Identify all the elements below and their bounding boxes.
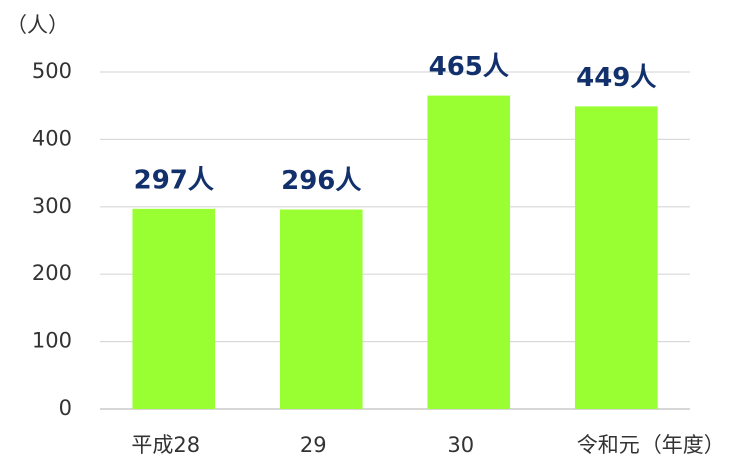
bar	[427, 95, 511, 409]
x-axis-label: （年度）	[641, 433, 725, 457]
x-tick-label: 平成28	[131, 433, 200, 457]
y-tick-label: 100	[32, 329, 72, 353]
y-axis-label: （人）	[6, 13, 69, 37]
bar	[574, 106, 658, 410]
y-tick-label: 500	[32, 59, 72, 83]
x-tick-label: 30	[447, 433, 474, 457]
value-label: 296人	[281, 166, 361, 196]
y-tick-label: 400	[32, 126, 72, 150]
y-tick-label: 0	[59, 396, 72, 420]
y-tick-label: 200	[32, 261, 72, 285]
value-label: 297人	[134, 165, 214, 195]
bar	[279, 209, 363, 409]
value-label: 449人	[576, 63, 656, 93]
x-tick-label: 令和元	[577, 433, 640, 457]
y-tick-label: 300	[32, 194, 72, 218]
value-label: 465人	[429, 52, 509, 82]
bar	[132, 208, 216, 409]
x-tick-label: 29	[300, 433, 327, 457]
